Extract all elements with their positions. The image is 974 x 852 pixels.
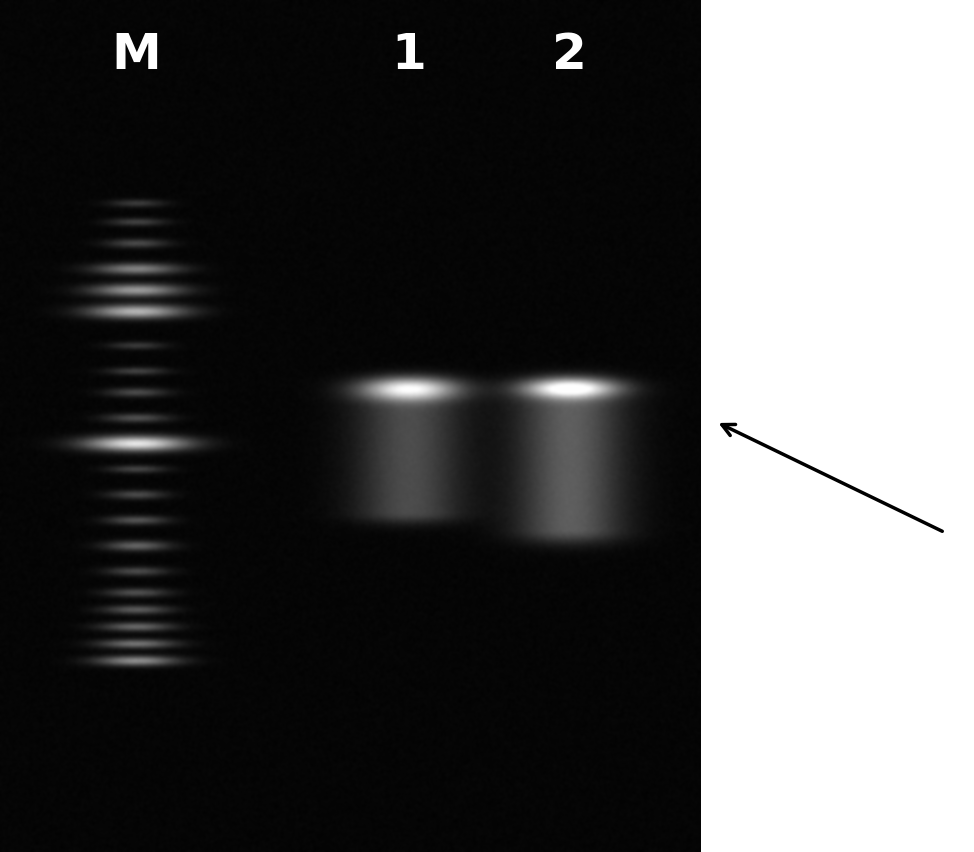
Text: M: M bbox=[111, 32, 162, 79]
Text: 2: 2 bbox=[552, 32, 587, 79]
Text: 1: 1 bbox=[392, 32, 427, 79]
